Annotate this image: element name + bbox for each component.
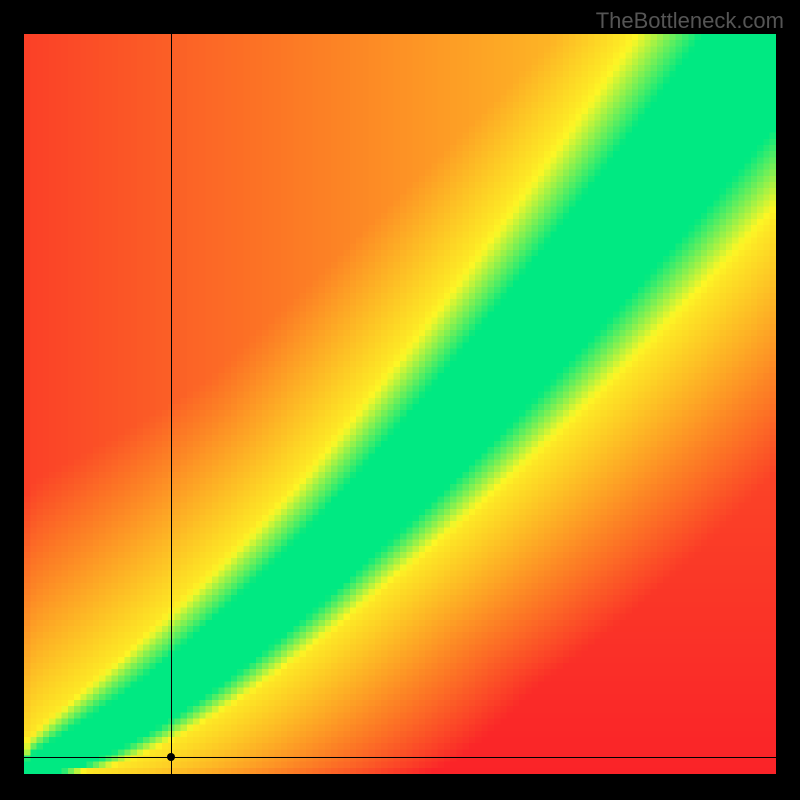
watermark-label: TheBottleneck.com <box>596 8 784 34</box>
bottleneck-heatmap <box>24 34 776 774</box>
crosshair-marker <box>167 753 175 761</box>
crosshair-vertical <box>171 34 172 774</box>
crosshair-horizontal <box>24 757 776 758</box>
heatmap-canvas <box>24 34 776 774</box>
